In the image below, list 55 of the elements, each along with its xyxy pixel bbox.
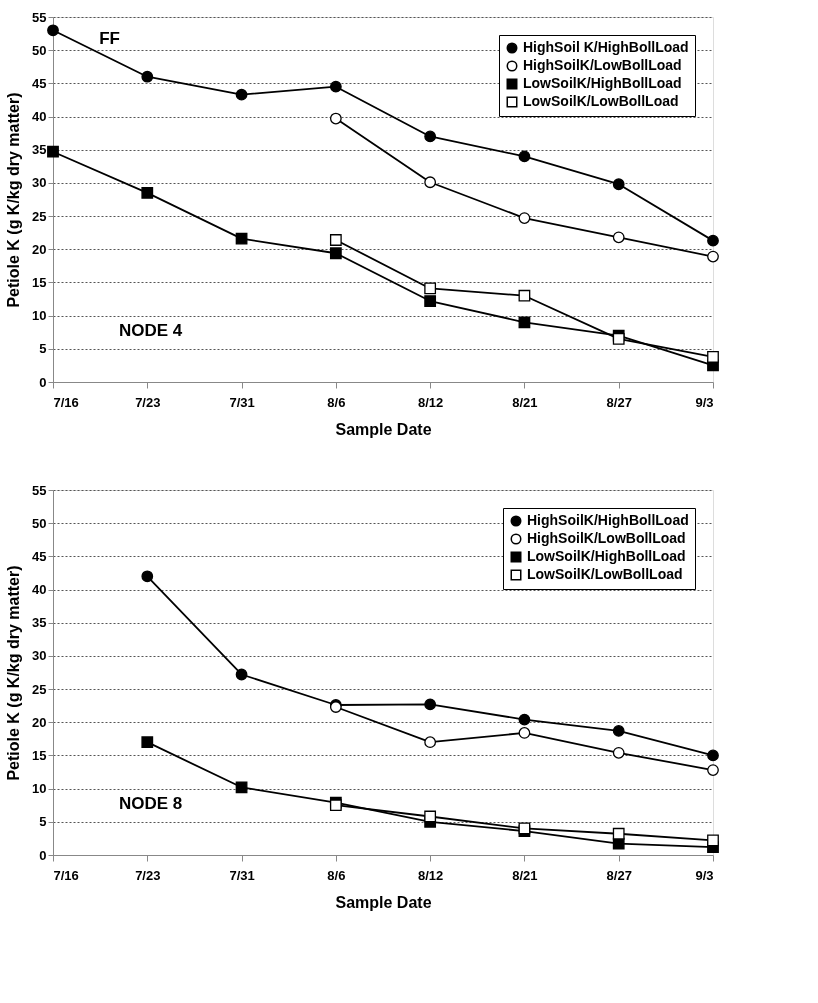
x-axis-title: Sample Date	[335, 420, 432, 438]
x-tick-label: 7/16	[53, 867, 79, 883]
y-axis-title: Petiole K (g K/kg dry matter)	[5, 92, 23, 308]
y-tick-label: 10	[32, 308, 47, 324]
x-tick-label: 8/12	[417, 867, 444, 883]
y-tick-label: 55	[32, 9, 47, 25]
x-tick-label: 7/16	[53, 394, 79, 410]
y-tick-label: 35	[32, 142, 47, 158]
x-tick-label: 7/23	[135, 867, 161, 883]
y-tick-label: 50	[32, 515, 47, 531]
x-tick-label: 7/31	[229, 394, 255, 410]
y-tick-label: 15	[32, 274, 47, 290]
x-tick-label: 8/21	[512, 394, 538, 410]
x-axis-title: Sample Date	[335, 893, 432, 911]
y-tick-label: 20	[32, 241, 47, 257]
x-tick-label: 7/23	[135, 394, 161, 410]
legend-label: LowSoilK/HighBollLoad	[527, 548, 686, 564]
y-tick-label: 10	[32, 781, 47, 797]
y-tick-label: 30	[32, 175, 47, 191]
y-tick-label: 55	[32, 482, 47, 498]
annotation: FF	[99, 28, 120, 48]
x-tick-label: 7/31	[229, 867, 255, 883]
y-tick-label: 20	[32, 714, 47, 730]
y-tick-label: 45	[32, 75, 47, 91]
x-tick-label: 8/21	[512, 867, 538, 883]
y-tick-label: 0	[39, 374, 47, 390]
y-tick-label: 25	[32, 208, 47, 224]
annotation: NODE 8	[119, 793, 183, 813]
y-tick-label: 15	[32, 747, 47, 763]
y-tick-label: 45	[32, 548, 47, 564]
y-tick-label: 40	[32, 582, 47, 598]
x-tick-label: 9/3	[695, 867, 714, 883]
y-axis-title: Petiole K (g K/kg dry matter)	[5, 565, 23, 781]
x-tick-label: 8/12	[417, 394, 444, 410]
x-tick-label: 8/6	[327, 394, 346, 410]
x-tick-label: 9/3	[695, 394, 714, 410]
annotation: NODE 4	[119, 320, 183, 340]
x-tick-label: 8/27	[606, 867, 632, 883]
y-tick-label: 0	[39, 847, 47, 863]
y-tick-label: 30	[32, 648, 47, 664]
legend-label: HighSoil K/HighBollLoad	[523, 39, 689, 55]
y-tick-label: 5	[39, 341, 47, 357]
legend-label: HighSoilK/LowBollLoad	[527, 530, 686, 546]
legend-label: LowSoilK/LowBollLoad	[527, 566, 683, 582]
y-tick-label: 50	[32, 42, 47, 58]
legend-label: HighSoilK/HighBollLoad	[527, 512, 689, 528]
x-tick-label: 8/6	[327, 867, 346, 883]
legend-label: LowSoilK/HighBollLoad	[523, 75, 682, 91]
y-tick-label: 25	[32, 681, 47, 697]
y-tick-label: 5	[39, 814, 47, 830]
x-tick-label: 8/27	[606, 394, 632, 410]
y-tick-label: 35	[32, 615, 47, 631]
legend-label: LowSoilK/LowBollLoad	[523, 93, 679, 109]
legend-label: HighSoilK/LowBollLoad	[523, 57, 682, 73]
y-tick-label: 40	[32, 109, 47, 125]
